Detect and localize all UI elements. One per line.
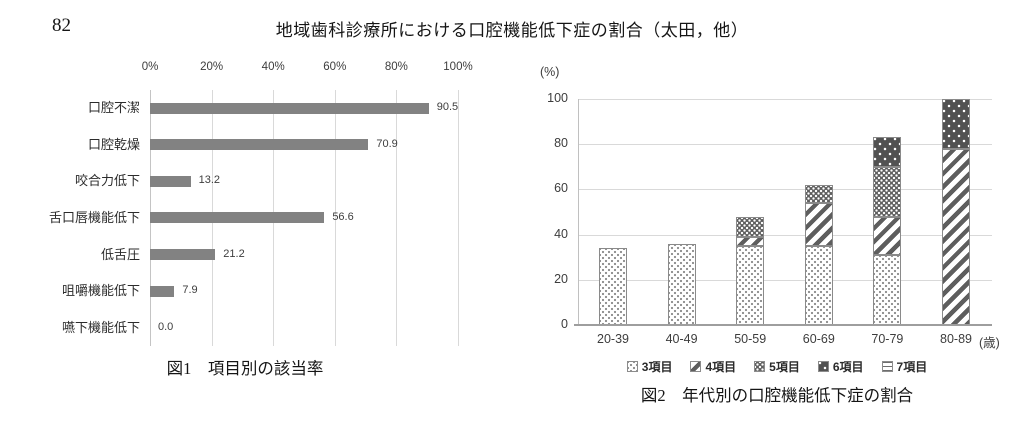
stacked-bar-segment — [667, 243, 696, 325]
x-category-label: 70-79 — [871, 332, 904, 346]
y-tick-label: 60 — [554, 181, 568, 196]
bar — [150, 139, 369, 151]
stacked-bar-segment — [873, 216, 902, 255]
x-category-label: 40-49 — [665, 332, 698, 346]
figure2-legend: 3項目 4項目 5項目 6項目 7項目 — [530, 358, 1024, 375]
legend-item: 6項目 — [817, 358, 864, 375]
stacked-bar-segment — [804, 202, 833, 246]
stacked-bar-segment — [736, 236, 765, 246]
gridline — [578, 144, 992, 146]
bar — [150, 102, 429, 114]
legend-swatch-icon — [626, 361, 638, 372]
page-number: 82 — [52, 15, 71, 36]
gridline — [578, 234, 992, 236]
stacked-bar-segment — [873, 137, 902, 167]
figure1-bar-chart: 0% 20% 40% 60% 80% 100% 口腔不潔 90.5 口腔乾燥 70.9 咬合力低下 1… — [30, 55, 495, 395]
x-category-label: 80-89 — [940, 332, 972, 346]
x-tick-label: 20% — [200, 61, 224, 73]
x-axis-line — [574, 324, 992, 326]
legend-label: 5項目 — [769, 360, 800, 374]
category-label: 舌口唇機能低下 — [48, 209, 140, 225]
x-tick-label: 40% — [261, 61, 285, 73]
stacked-bar-segment — [599, 248, 627, 325]
value-label: 7.9 — [182, 284, 198, 297]
gridline — [578, 99, 992, 100]
y-tick-label: 100 — [547, 91, 568, 105]
bar — [150, 175, 191, 187]
legend-item: 4項目 — [690, 358, 736, 375]
x-tick-label: 80% — [384, 61, 408, 73]
value-label: 0.0 — [158, 320, 174, 333]
value-label: 21.2 — [223, 247, 245, 260]
legend-label: 3項目 — [641, 360, 673, 374]
figure2-plot-area: 0 20 40 60 80 100 20-39 40-49 50-59 60-69 70-79 80-… — [530, 60, 1024, 355]
figure1-plot-area: 0% 20% 40% 60% 80% 100% 口腔不潔 90.5 口腔乾燥 70.9 咬合力低下 1… — [30, 55, 495, 350]
category-label: 嚥下機能低下 — [61, 319, 140, 335]
figure1-caption: 図1 項目別の該当率 — [166, 359, 324, 378]
y-axis-line — [578, 99, 579, 325]
x-category-label: 60-69 — [802, 332, 835, 346]
stacked-bar-segment — [942, 148, 970, 325]
category-label: 口腔乾燥 — [87, 136, 140, 152]
stacked-bar-segment — [804, 245, 833, 325]
bar — [150, 285, 175, 297]
gridline — [458, 90, 459, 346]
bar — [150, 212, 325, 224]
stacked-bar-segment — [873, 254, 902, 325]
stacked-bar-segment — [804, 184, 833, 203]
y-tick-label: 0 — [561, 317, 568, 331]
legend-label: 7項目 — [896, 360, 928, 374]
y-tick-label: 40 — [554, 226, 568, 241]
category-label: 咀嚼機能低下 — [61, 283, 140, 299]
stacked-bar-segment — [736, 245, 765, 325]
y-tick-label: 80 — [554, 136, 568, 151]
legend-item: 7項目 — [881, 358, 928, 375]
legend-swatch-icon — [817, 361, 829, 372]
figure2-caption: 図2 年代別の口腔機能低下症の割合 — [640, 386, 914, 405]
y-axis-unit-label: (%) — [540, 65, 560, 79]
gridline — [578, 279, 992, 281]
legend-item: 3項目 — [626, 358, 673, 375]
bar — [150, 249, 216, 261]
x-category-label: 20-39 — [597, 332, 629, 346]
value-label: 70.9 — [376, 137, 398, 150]
legend-label: 4項目 — [705, 360, 737, 374]
x-axis-unit-label: (歳) — [979, 336, 1000, 350]
x-tick-label: 60% — [323, 61, 347, 73]
x-category-label: 50-59 — [734, 332, 767, 346]
x-tick-label: 100% — [443, 61, 473, 73]
category-label: 低舌圧 — [100, 246, 140, 262]
x-tick-label: 0% — [141, 61, 159, 73]
legend-swatch-icon — [690, 361, 702, 372]
value-label: 13.2 — [198, 174, 221, 187]
gridline — [578, 189, 992, 191]
legend-swatch-icon — [881, 361, 893, 372]
figure2-stacked-bar-chart: (%) 0 20 40 60 80 100 20-39 40-49 50-59 60-69 70-7… — [530, 60, 1024, 424]
stacked-bar-segment — [942, 99, 970, 149]
running-title: 地域歯科診療所における口腔機能低下症の割合（太田，他） — [275, 21, 749, 40]
value-label: 56.6 — [332, 210, 354, 223]
legend-swatch-icon — [754, 361, 766, 372]
legend-label: 6項目 — [832, 360, 864, 374]
y-tick-label: 20 — [554, 271, 568, 286]
legend-item: 5項目 — [754, 358, 800, 375]
category-label: 咬合力低下 — [74, 173, 140, 189]
value-label: 90.5 — [436, 101, 459, 114]
gridline — [334, 90, 336, 346]
category-label: 口腔不潔 — [87, 100, 140, 116]
stacked-bar-segment — [873, 166, 902, 217]
stacked-bar-segment — [736, 216, 765, 237]
gridline — [396, 90, 398, 346]
